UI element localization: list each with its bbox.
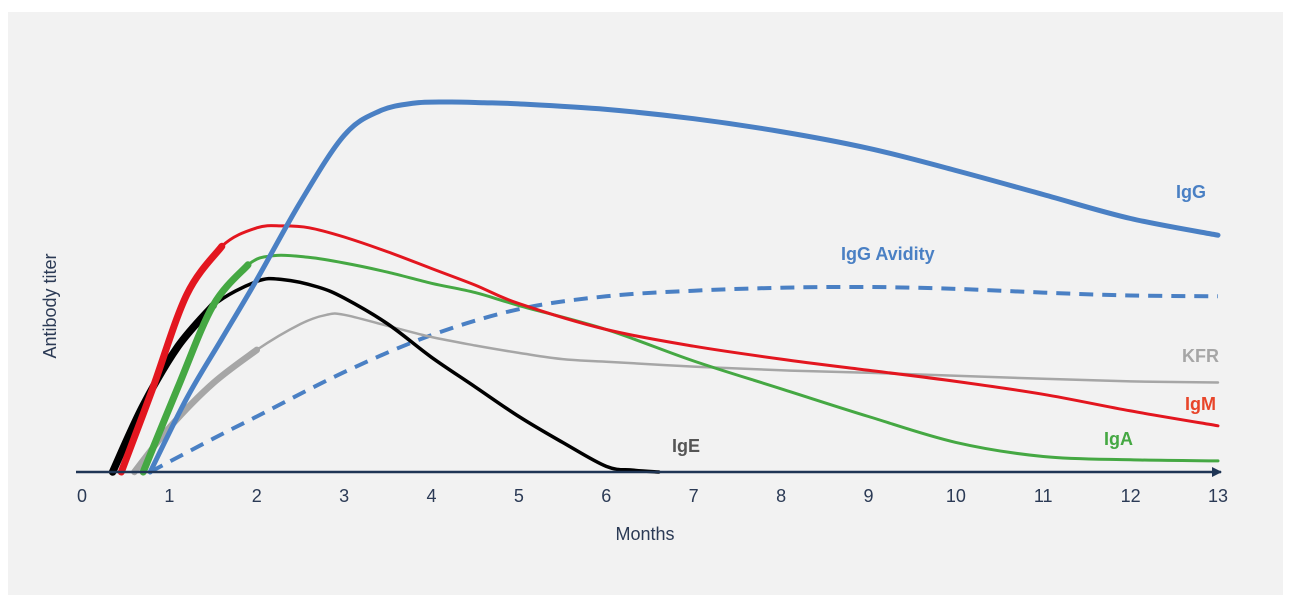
series-line-igg-avidity <box>149 284 1219 474</box>
x-tick-label: 11 <box>1034 486 1053 506</box>
chart-panel: 0 1 2 3 4 5 6 7 8 9 10 11 12 13 IgG IgG Avidity IgM IgA I… <box>8 12 1283 595</box>
series-label-ige: IgE <box>672 436 700 456</box>
series-line-kfr <box>133 312 1220 474</box>
y-axis-title: Antibody titer <box>40 253 60 358</box>
series-line-ige <box>110 276 661 474</box>
x-tick-label: 13 <box>1208 486 1228 506</box>
x-axis-title: Months <box>615 524 674 544</box>
series-layer <box>108 99 1221 476</box>
series-labels: IgG IgG Avidity IgM IgA IgE KFR <box>672 182 1219 456</box>
x-tick-label: 8 <box>776 486 786 506</box>
x-tick-label: 1 <box>164 486 174 506</box>
x-tick-label: 10 <box>946 486 966 506</box>
series-label-igg: IgG <box>1176 182 1206 202</box>
series-label-kfr: KFR <box>1182 346 1219 366</box>
x-tick-label: 4 <box>427 486 437 506</box>
series-rise-iga <box>139 261 252 476</box>
x-tick-label: 3 <box>339 486 349 506</box>
x-tick-label: 0 <box>77 486 87 506</box>
x-tick-label: 9 <box>863 486 873 506</box>
series-label-igg-avidity: IgG Avidity <box>841 244 935 264</box>
series-label-igm: IgM <box>1185 394 1216 414</box>
x-tick-labels: 0 1 2 3 4 5 6 7 8 9 10 11 12 13 <box>77 486 1228 506</box>
x-tick-label: 7 <box>689 486 699 506</box>
series-label-iga: IgA <box>1104 429 1133 449</box>
x-tick-label: 5 <box>514 486 524 506</box>
series-line-igm <box>119 224 1220 474</box>
x-tick-label: 12 <box>1121 486 1141 506</box>
x-tick-label: 6 <box>601 486 611 506</box>
series-line-igg <box>147 99 1221 475</box>
x-tick-label: 2 <box>252 486 262 506</box>
series-rise-igm <box>117 242 226 476</box>
